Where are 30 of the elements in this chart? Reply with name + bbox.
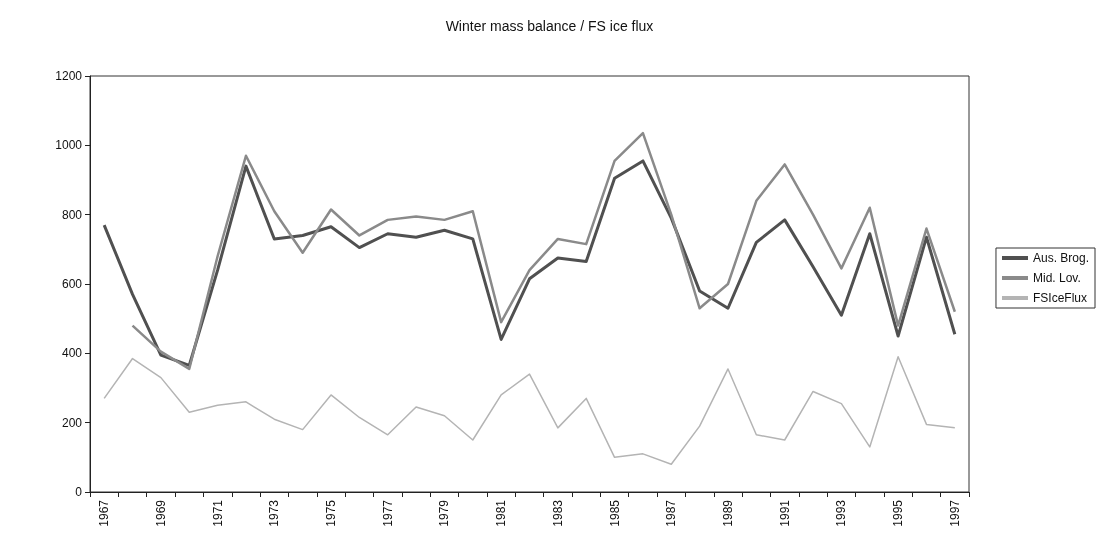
x-tick-label: 1991 (777, 499, 792, 527)
x-tick-label: 1981 (494, 499, 509, 527)
x-tick-label: 1989 (720, 499, 735, 527)
x-tick-label: 1975 (324, 499, 339, 527)
x-tick-label: 1973 (267, 499, 282, 527)
x-tick-label: 1995 (891, 499, 906, 527)
y-tick-label: 200 (61, 415, 83, 430)
y-tick-label: 0 (75, 485, 83, 499)
x-tick-label: 1969 (153, 499, 168, 527)
y-tick-label: 600 (61, 277, 83, 291)
line-series (131, 131, 957, 371)
x-tick-label: 1971 (210, 499, 225, 527)
x-tick-label: 1997 (947, 499, 962, 527)
chart-title: Winter mass balance / FS ice flux (445, 18, 654, 34)
x-tick-label: 1993 (834, 499, 849, 527)
x-tick-label: 1985 (607, 499, 622, 527)
x-tick-label: 1983 (550, 499, 565, 527)
y-tick-label: 400 (61, 346, 83, 361)
y-tick-label: 1000 (55, 138, 83, 153)
x-tick-label: 1979 (437, 499, 452, 527)
legend-label: Aus. Brog. (1032, 251, 1089, 265)
x-tick-label: 1967 (97, 499, 112, 527)
y-tick-label: 1200 (55, 69, 83, 83)
line-series (102, 159, 957, 367)
x-tick-label: 1987 (664, 499, 679, 527)
legend-label: Mid. Lov. (1032, 271, 1081, 285)
y-tick-label: 800 (61, 207, 83, 222)
line-series (103, 356, 956, 466)
x-tick-label: 1977 (380, 499, 395, 527)
legend-label: FSIceFlux (1032, 291, 1087, 305)
